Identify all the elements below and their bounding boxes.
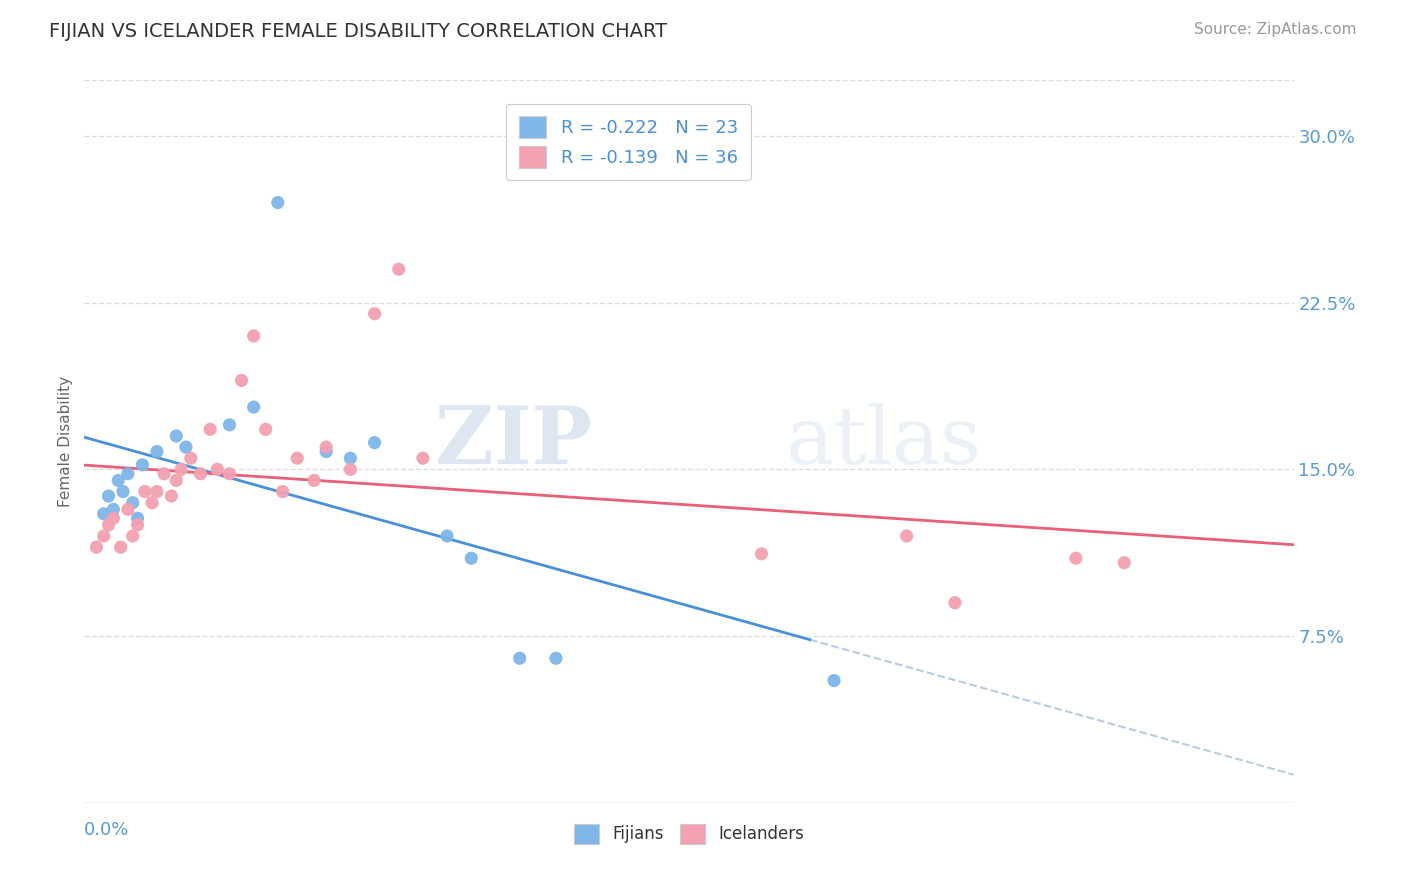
Point [146, 484, 169, 499]
Point [160, 489, 183, 503]
Text: atlas: atlas [786, 402, 981, 481]
Point [207, 462, 229, 476]
Point [218, 417, 240, 432]
Point [103, 511, 125, 525]
Point [198, 422, 221, 436]
Point [943, 596, 966, 610]
Y-axis label: Female Disability: Female Disability [58, 376, 73, 508]
Point [302, 474, 325, 488]
Point [242, 329, 264, 343]
Point [97, 517, 120, 532]
Point [97, 489, 120, 503]
Point [315, 444, 337, 458]
Point [544, 651, 567, 665]
Point [134, 484, 156, 499]
Point [121, 496, 143, 510]
Point [436, 529, 458, 543]
Point [141, 496, 163, 510]
Point [412, 451, 434, 466]
Point [153, 467, 176, 481]
Point [339, 462, 361, 476]
Point [823, 673, 845, 688]
Point [315, 440, 337, 454]
Text: FIJIAN VS ICELANDER FEMALE DISABILITY CORRELATION CHART: FIJIAN VS ICELANDER FEMALE DISABILITY CO… [49, 22, 668, 41]
Text: Source: ZipAtlas.com: Source: ZipAtlas.com [1194, 22, 1357, 37]
Point [165, 474, 187, 488]
Point [267, 195, 290, 210]
Point [388, 262, 411, 277]
Point [363, 435, 385, 450]
Point [1064, 551, 1087, 566]
Point [93, 507, 115, 521]
Point [231, 373, 253, 387]
Point [254, 422, 277, 436]
Point [110, 540, 132, 554]
Point [112, 484, 135, 499]
Point [339, 451, 361, 466]
Point [117, 502, 139, 516]
Point [107, 474, 129, 488]
Point [170, 462, 193, 476]
Point [127, 511, 149, 525]
Text: 0.0%: 0.0% [84, 821, 129, 838]
Legend: Fijians, Icelanders: Fijians, Icelanders [565, 815, 813, 852]
Point [146, 444, 169, 458]
Point [190, 467, 212, 481]
Point [242, 400, 264, 414]
Point [509, 651, 531, 665]
Point [751, 547, 773, 561]
Point [86, 540, 108, 554]
Point [1114, 556, 1136, 570]
Point [121, 529, 143, 543]
Point [285, 451, 308, 466]
Point [271, 484, 294, 499]
Point [363, 307, 385, 321]
Point [127, 517, 149, 532]
Point [896, 529, 918, 543]
Point [93, 529, 115, 543]
Point [174, 440, 197, 454]
Point [131, 458, 153, 472]
Point [103, 502, 125, 516]
Point [460, 551, 482, 566]
Point [117, 467, 139, 481]
Text: ZIP: ZIP [436, 402, 592, 481]
Point [180, 451, 202, 466]
Point [218, 467, 240, 481]
Point [165, 429, 187, 443]
